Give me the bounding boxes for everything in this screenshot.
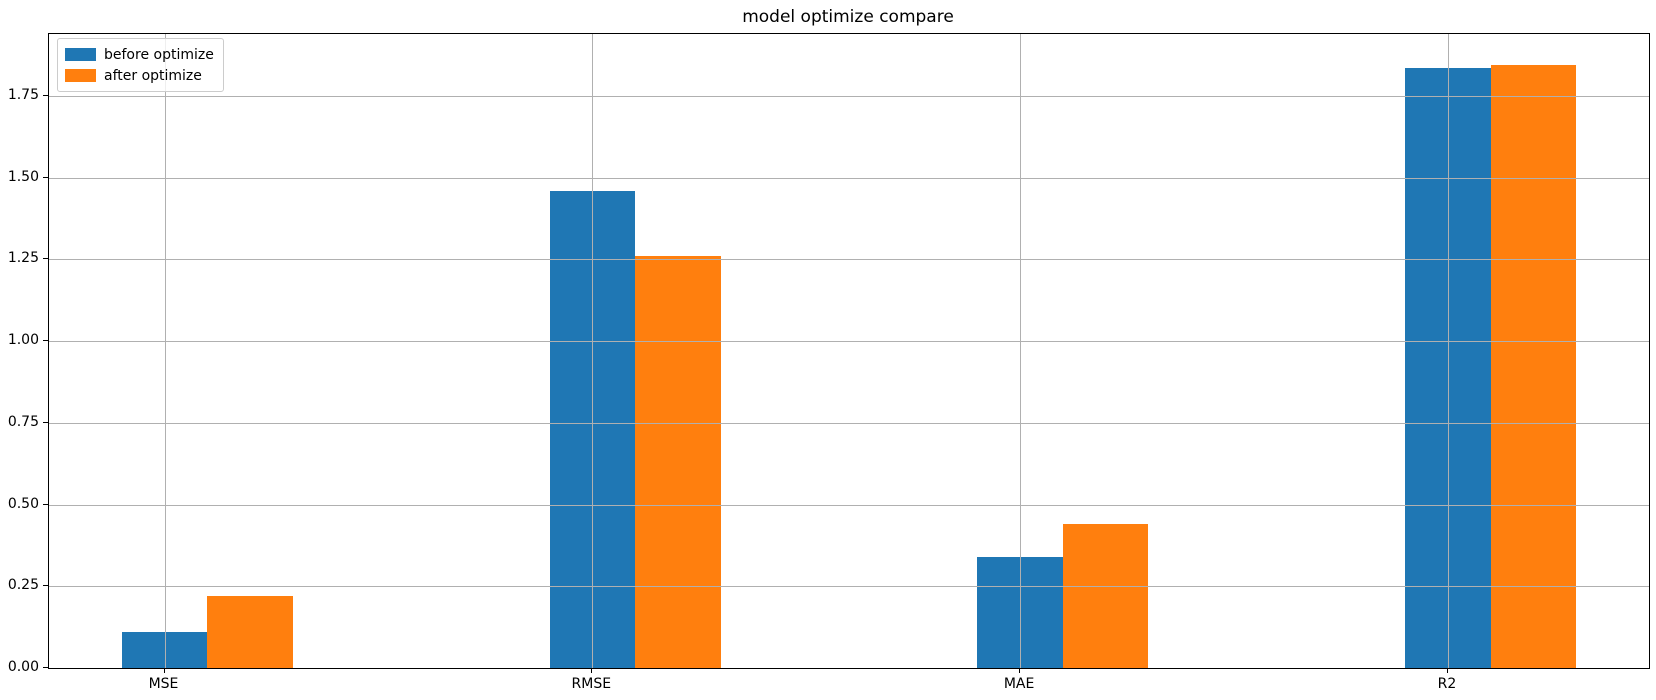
- gridline-horizontal: [49, 586, 1649, 588]
- x-tick-mark: [1446, 668, 1448, 673]
- gridline-horizontal: [49, 422, 1649, 424]
- y-tick-mark: [43, 503, 48, 505]
- x-tick-label-MSE: MSE: [148, 676, 179, 692]
- gridline-horizontal: [49, 504, 1649, 506]
- x-tick-label-R2: R2: [1437, 676, 1457, 692]
- x-tick-mark: [163, 668, 165, 673]
- gridline-vertical: [1020, 34, 1022, 668]
- bar-after-R2: [1490, 65, 1577, 668]
- x-tick-label-MAE: MAE: [1003, 676, 1035, 692]
- bar-before-MAE: [977, 556, 1063, 668]
- y-tick-label: 0.00: [7, 659, 39, 675]
- y-tick-label: 0.50: [7, 495, 39, 512]
- bar-after-MSE: [207, 596, 293, 668]
- y-tick-label: 1.50: [7, 168, 39, 185]
- gridline-vertical: [1447, 34, 1449, 668]
- y-tick-mark: [43, 258, 48, 260]
- legend-label: after optimize: [104, 67, 202, 84]
- y-tick-mark: [43, 421, 48, 423]
- gridline-horizontal: [49, 341, 1649, 343]
- plot-area: before optimize after optimize: [48, 33, 1650, 669]
- gridline-horizontal: [49, 96, 1649, 98]
- y-tick-label: 1.75: [7, 87, 39, 104]
- bar-before-RMSE: [549, 190, 636, 668]
- y-tick-mark: [43, 176, 48, 178]
- y-tick-mark: [43, 95, 48, 97]
- y-tick-label: 1.00: [7, 332, 39, 349]
- y-tick-mark: [43, 585, 48, 587]
- legend-entry: after optimize: [65, 65, 214, 86]
- legend-label: before optimize: [104, 46, 214, 63]
- y-tick-label: 0.25: [7, 577, 39, 594]
- gridline-horizontal: [49, 259, 1649, 261]
- y-tick-mark: [43, 340, 48, 342]
- x-tick-mark: [1019, 668, 1021, 673]
- gridline-vertical: [164, 34, 166, 668]
- bar-before-R2: [1405, 68, 1491, 668]
- bar-after-MAE: [1062, 524, 1149, 668]
- legend-swatch-icon: [65, 48, 96, 61]
- y-tick-label: 1.25: [7, 250, 39, 267]
- gridline-vertical: [592, 34, 594, 668]
- legend-entry: before optimize: [65, 44, 214, 65]
- legend-swatch-icon: [65, 69, 96, 82]
- gridline-horizontal: [49, 177, 1649, 179]
- chart-title: model optimize compare: [742, 7, 954, 27]
- y-tick-mark: [43, 667, 48, 668]
- y-tick-label: 0.75: [7, 413, 39, 430]
- bar-before-MSE: [121, 632, 208, 668]
- x-tick-label-RMSE: RMSE: [571, 676, 612, 692]
- legend: before optimize after optimize: [57, 38, 224, 92]
- bar-after-RMSE: [635, 256, 721, 668]
- x-tick-mark: [591, 668, 593, 673]
